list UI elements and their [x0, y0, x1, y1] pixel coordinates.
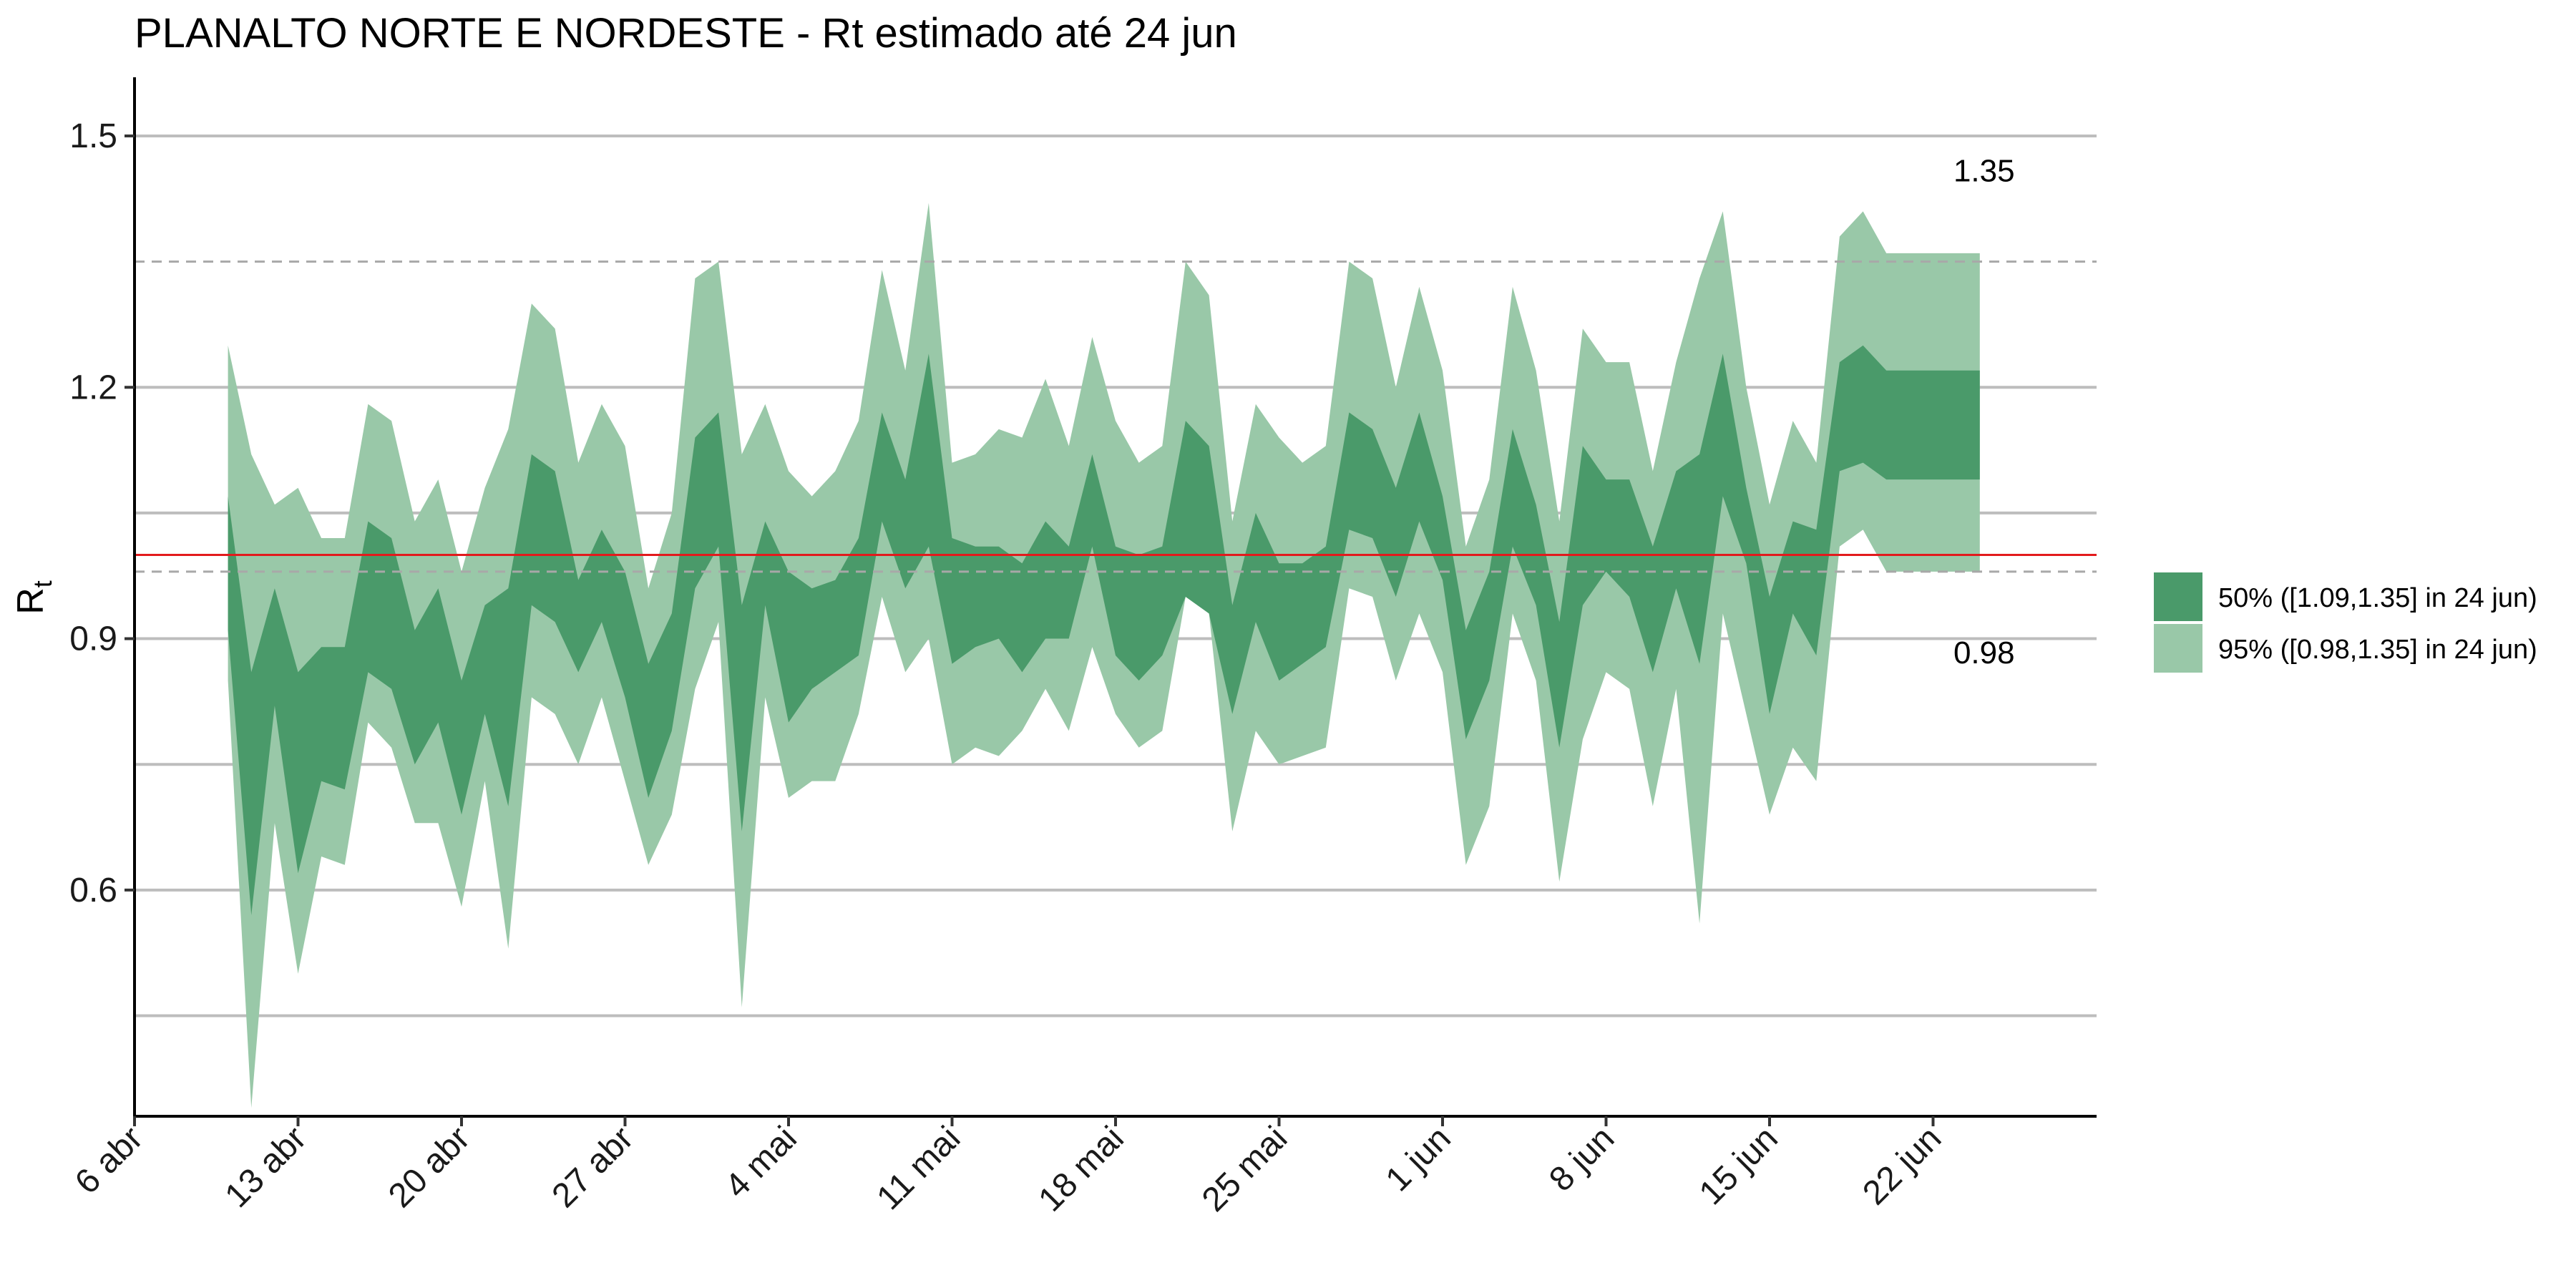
- y-axis-title-main: R: [10, 587, 52, 615]
- reference-lines: [135, 260, 2097, 573]
- chart-title: PLANALTO NORTE E NORDESTE - Rt estimado …: [135, 10, 1237, 57]
- x-tick-label: 1 jun: [1379, 1119, 1458, 1199]
- y-tick-label: 1.2: [69, 369, 117, 406]
- legend: 50% ([1.09,1.35] in 24 jun) 95% ([0.98,1.…: [2154, 572, 2537, 673]
- band-annotation: 1.35: [1953, 154, 2015, 189]
- band-95: [228, 203, 1980, 1108]
- x-tick-label: 11 mai: [869, 1119, 967, 1217]
- x-tick-label: 13 abr: [218, 1119, 314, 1215]
- legend-label-95: 95% ([0.98,1.35] in 24 jun): [2218, 635, 2537, 665]
- y-axis-title-sub: t: [28, 580, 57, 587]
- y-ticks: 0.6 0.9 1.2 1.5: [69, 117, 135, 909]
- x-tick-label: 27 abr: [545, 1119, 641, 1215]
- x-tick-label: 20 abr: [381, 1119, 477, 1215]
- legend-swatch-50: [2154, 572, 2202, 621]
- y-tick-label: 0.6: [69, 872, 117, 909]
- band-50-layer: [228, 345, 1980, 915]
- y-tick-label: 0.9: [69, 620, 117, 658]
- band-annotations: 1.35 0.98: [1953, 154, 2015, 670]
- x-tick-label: 6 abr: [68, 1119, 150, 1201]
- y-axis-title: Rt: [10, 580, 57, 615]
- x-tick-label: 22 jun: [1855, 1119, 1948, 1212]
- y-tick-label: 1.5: [69, 117, 117, 155]
- legend-label-50: 50% ([1.09,1.35] in 24 jun): [2218, 583, 2537, 613]
- band-95-layer: [228, 203, 1980, 1108]
- x-tick-label: 25 mai: [1195, 1119, 1294, 1219]
- legend-swatch-95: [2154, 624, 2202, 673]
- band-50: [228, 345, 1980, 915]
- x-tick-label: 4 mai: [718, 1119, 804, 1205]
- x-ticks: 6 abr 13 abr 20 abr 27 abr 4 mai 11 mai 18 mai…: [68, 1116, 1948, 1219]
- x-tick-label: 8 jun: [1542, 1119, 1621, 1199]
- band-annotation: 0.98: [1953, 635, 2015, 670]
- x-tick-label: 18 mai: [1031, 1119, 1131, 1219]
- x-tick-label: 15 jun: [1692, 1119, 1785, 1212]
